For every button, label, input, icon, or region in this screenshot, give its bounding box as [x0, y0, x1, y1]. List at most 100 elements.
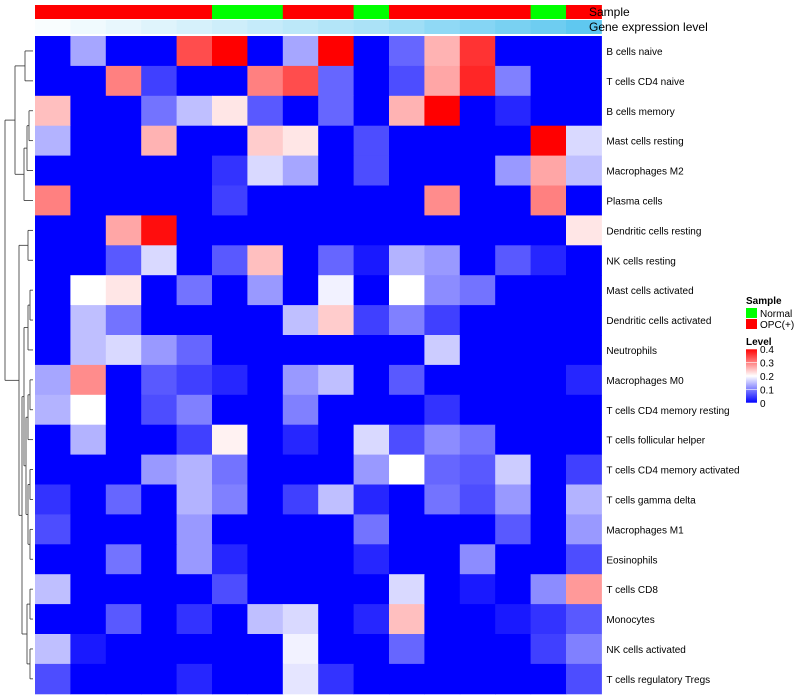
heatmap-cell	[247, 245, 284, 276]
sample-annotation-cell	[105, 5, 142, 19]
heatmap-cell	[459, 514, 496, 545]
gene-expression-annotation-cell	[141, 20, 178, 34]
gene-expression-annotation-cell	[566, 20, 602, 34]
heatmap-cell	[282, 424, 319, 456]
heatmap-cell	[459, 484, 496, 515]
sample-annotation-cell	[176, 5, 213, 19]
gene-expression-annotation-cell	[459, 20, 496, 34]
heatmap-cell	[70, 95, 107, 127]
heatmap-cell	[530, 574, 567, 605]
heatmap-cell	[424, 275, 461, 306]
heatmap-cell	[424, 36, 461, 67]
heatmap-cell	[176, 484, 213, 515]
heatmap-cell	[389, 634, 425, 665]
heatmap-cell	[566, 185, 602, 216]
heatmap-cell	[247, 185, 284, 216]
heatmap-cell	[35, 484, 71, 515]
heatmap-cell	[176, 215, 213, 246]
heatmap-cell	[353, 394, 390, 426]
heatmap-cell	[105, 663, 142, 695]
heatmap-cell	[212, 394, 248, 426]
heatmap-cell	[212, 155, 248, 186]
heatmap-cell	[212, 634, 248, 665]
heatmap-cell	[247, 125, 284, 157]
heatmap-cell	[70, 663, 107, 695]
heatmap-cell	[282, 215, 319, 246]
heatmap-cell	[282, 514, 319, 545]
heatmap-cell	[176, 36, 213, 67]
heatmap-cell	[212, 484, 248, 515]
legend-normal-swatch	[746, 308, 757, 318]
heatmap-cell	[35, 604, 71, 635]
heatmap-cell	[141, 514, 178, 545]
heatmap-cell	[353, 544, 390, 575]
heatmap-cell	[495, 335, 532, 366]
heatmap-cell	[318, 245, 355, 276]
heatmap-cell	[105, 125, 142, 157]
heatmap-cell	[212, 454, 248, 485]
heatmap-cell	[459, 663, 496, 695]
heatmap-cell	[566, 514, 602, 545]
heatmap-cell	[530, 663, 567, 695]
heatmap-cell	[459, 275, 496, 306]
heatmap-cell	[566, 544, 602, 575]
heatmap-cell	[212, 514, 248, 545]
heatmap-cell	[459, 604, 496, 635]
gene-expression-annotation-cell	[70, 20, 107, 34]
heatmap-cell	[318, 215, 355, 246]
heatmap-cell	[530, 275, 567, 306]
heatmap-cell	[389, 663, 425, 695]
heatmap-cell	[495, 484, 532, 515]
heatmap-cell	[282, 604, 319, 635]
heatmap-cell	[318, 155, 355, 186]
heatmap-cell	[389, 574, 425, 605]
row-label: Macrophages M1	[606, 525, 684, 536]
heatmap-cell	[141, 604, 178, 635]
heatmap-cell	[495, 215, 532, 246]
sample-annotation-cell	[247, 5, 284, 19]
heatmap-cell	[389, 454, 425, 485]
row-label: Dendritic cells activated	[606, 316, 711, 327]
heatmap-cell	[35, 663, 71, 695]
heatmap-cell	[212, 185, 248, 216]
heatmap-cell	[105, 454, 142, 485]
heatmap-cell	[566, 36, 602, 67]
heatmap-cell	[105, 215, 142, 246]
row-label: T cells CD4 memory resting	[606, 406, 729, 417]
heatmap-cell	[353, 245, 390, 276]
heatmap-cell	[141, 305, 178, 336]
heatmap-cell	[176, 663, 213, 695]
heatmap-cell	[35, 364, 71, 396]
heatmap-cell	[389, 514, 425, 545]
heatmap-cell	[35, 155, 71, 186]
heatmap-cell	[176, 394, 213, 426]
heatmap-cell	[495, 514, 532, 545]
heatmap-cell	[530, 36, 567, 67]
heatmap-cell	[247, 155, 284, 186]
heatmap-cell	[70, 394, 107, 426]
heatmap-cell	[70, 245, 107, 276]
heatmap-cell	[176, 514, 213, 545]
heatmap-cell	[389, 544, 425, 575]
heatmap-cell	[566, 275, 602, 306]
heatmap-cell	[318, 305, 355, 336]
gene-expression-annotation-cell	[495, 20, 532, 34]
heatmap-cell	[212, 275, 248, 306]
heatmap-cell	[424, 95, 461, 127]
heatmap-cell	[212, 574, 248, 605]
heatmap-cell	[353, 484, 390, 515]
heatmap-cell	[353, 65, 390, 97]
legend-level-ticks: 0.4 0.3 0.2 0.1 0	[746, 345, 774, 410]
heatmap-cell	[35, 125, 71, 157]
heatmap-cell	[530, 155, 567, 186]
heatmap-cell	[530, 305, 567, 336]
heatmap-cell	[353, 95, 390, 127]
heatmap-cell	[530, 454, 567, 485]
heatmap-cell	[212, 364, 248, 396]
heatmap-cell	[566, 95, 602, 127]
heatmap-cell	[566, 634, 602, 665]
heatmap-cell	[389, 36, 425, 67]
legend-level-tick-label: 0.3	[760, 359, 774, 370]
legend: Sample Normal OPC(+) Level 0.4 0.3 0.2 0.1 0	[746, 296, 794, 410]
